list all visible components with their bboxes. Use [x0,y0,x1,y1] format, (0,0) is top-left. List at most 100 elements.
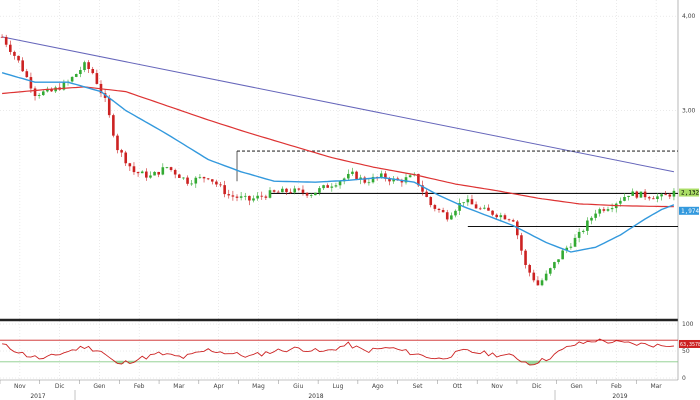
candle-down [668,194,672,197]
candle-up [140,171,144,174]
candle-down [173,169,177,175]
year-label: 2019 [612,393,627,400]
candle-down [474,204,478,209]
candle-up [182,177,185,179]
rsi-line [2,338,674,366]
month-tick-label: Nov [14,383,26,390]
month-tick-label: Nov [491,383,503,390]
candle-up [165,167,169,168]
candle-down [425,191,428,197]
rsi-tag: 63,3578 [680,342,700,348]
candle-down [0,36,4,38]
last-price-tag: 2,132 [681,190,699,197]
candle-up [190,183,193,185]
month-tick-label: Mar [650,383,662,390]
month-tick-label: Dic [55,383,65,390]
candle-down [470,199,474,205]
month-tick-label: Lug [333,383,344,390]
last-price-tag-bg [679,188,699,197]
candle-down [50,88,53,92]
candle-up [338,181,342,186]
ma-tag: 1,974 [681,208,699,215]
candle-up [458,202,461,211]
month-tick-label: Mar [173,383,185,390]
month-tick-label: Feb [134,383,145,390]
candle-down [355,171,358,180]
rsi-panel-grid [0,323,678,379]
candle-up [239,196,243,198]
candle-down [169,167,173,170]
candle-down [520,235,523,251]
candle-up [367,182,371,184]
candle-up [548,268,552,274]
candle-up [466,199,470,203]
ma-long-line [2,86,674,208]
candle-down [441,210,445,213]
candle-down [285,188,288,192]
candle-down [652,198,655,200]
candle-down [124,152,128,164]
main-panel-grid [0,0,678,380]
candle-up [408,175,412,178]
candle-down [437,208,441,211]
candle-down [178,174,181,178]
candle-down [635,191,639,198]
candle-down [524,250,527,265]
candle-up [544,273,548,281]
candle-down [429,196,433,206]
candle-up [37,95,41,97]
candle-up [462,202,466,204]
candle-up [577,231,581,238]
candle-down [326,185,329,188]
candle-down [231,195,235,197]
candle-down [272,190,276,192]
candle-down [128,163,132,167]
candle-up [672,190,676,197]
levels-layer [236,150,678,228]
candle-down [157,171,160,175]
price-axis-tick-label: 3,00 [682,107,696,114]
candle-down [511,220,515,222]
year-label: 2018 [308,393,323,400]
candle-down [95,73,99,84]
candle-up [586,220,589,231]
candle-up [351,171,354,174]
candle-down [388,178,391,182]
candle-up [565,247,569,251]
candle-up [70,76,74,82]
candle-up [404,177,408,183]
rsi-axis-tick-label: 100 [682,321,694,328]
candle-up [74,74,78,77]
candle-up [83,62,86,71]
candle-down [9,44,12,52]
y-axis-labels: 4,00 3,00 100 50 0 [682,13,696,382]
candle-up [334,185,338,187]
rsi-oversold-fill [115,360,120,364]
candle-down [21,60,24,72]
candle-down [215,181,218,185]
candle-up [590,217,593,221]
rsi-layer [0,338,678,366]
rsi-tag-bg [679,339,700,348]
candle-up [79,70,82,75]
candle-up [631,191,635,196]
candle-up [639,191,643,198]
candle-up [499,215,503,218]
candle-up [268,190,272,198]
candle-down [276,191,280,193]
rsi-oversold-fill [535,360,541,364]
candle-up [314,192,317,196]
candle-down [532,272,536,281]
trendline-layer [1,36,675,173]
candle-up [161,167,165,175]
candle-up [318,188,321,193]
month-tick-label: Gen [571,383,583,390]
candle-up [557,259,560,263]
candle-down [219,184,222,186]
candle-down [264,196,268,198]
candle-up [660,194,663,197]
candle-down [417,173,420,186]
candle-up [610,208,614,210]
candle-down [289,191,292,193]
candle-down [495,214,498,218]
